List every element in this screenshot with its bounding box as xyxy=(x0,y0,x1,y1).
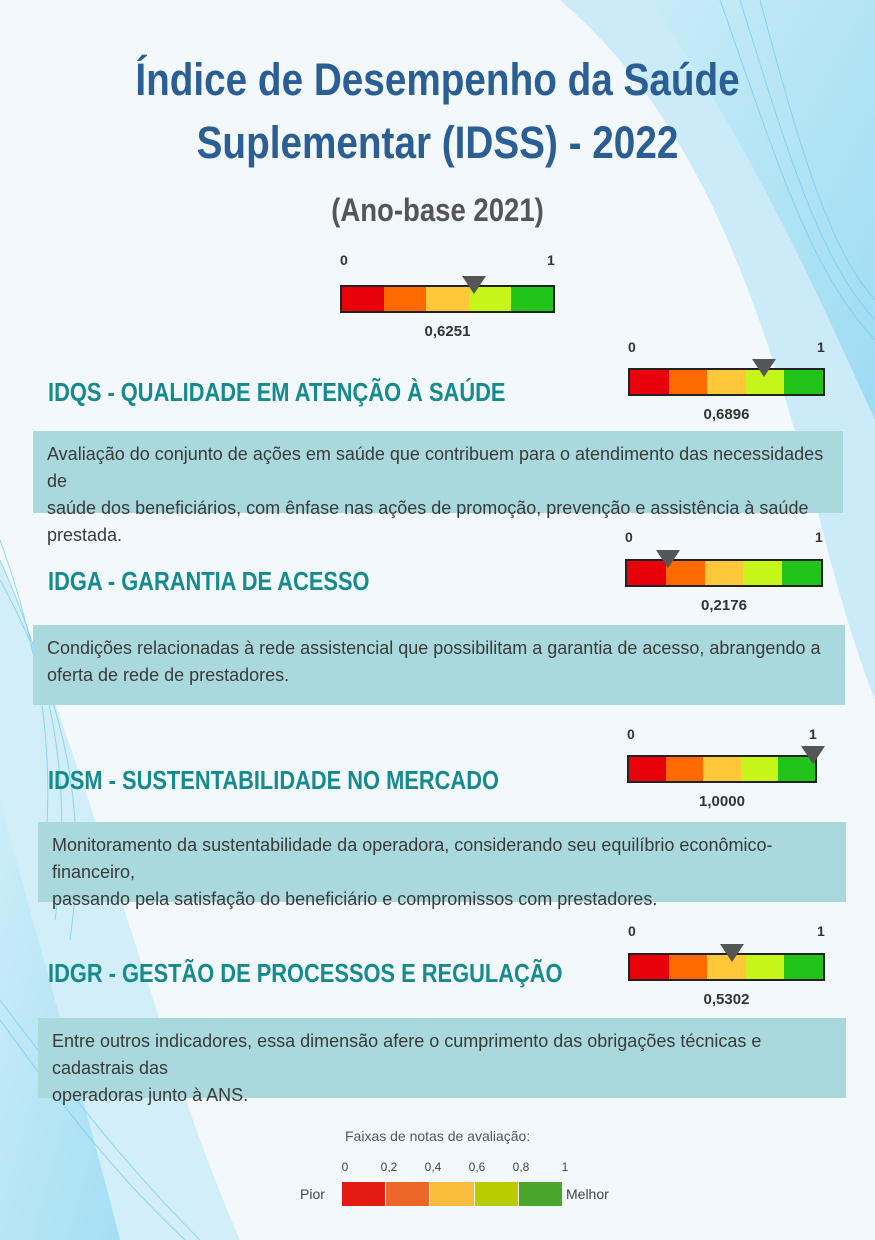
overall-score-value: 0,6251 xyxy=(424,323,471,340)
legend-color-bar xyxy=(342,1182,563,1206)
idsm-gauge-segment xyxy=(740,757,778,781)
idsm-description-line: Monitoramento da sustentabilidade da ope… xyxy=(52,835,773,882)
idgr-description-line: operadoras junto à ANS. xyxy=(52,1085,249,1105)
legend-low-label: Pior xyxy=(300,1186,325,1202)
idga-gauge-min-label: 0 xyxy=(625,529,633,545)
idqs-gauge-segment xyxy=(630,370,669,394)
idga-gauge-segment xyxy=(704,561,744,585)
idsm-description-line: passando pela satisfação do beneficiário… xyxy=(52,889,658,909)
idgr-score-gauge: 0 1 0,5302 xyxy=(628,921,825,1011)
overall-gauge-bar xyxy=(340,285,555,313)
page-title-line-1: Índice de Desempenho da Saúde xyxy=(135,54,740,105)
legend-tick-label: 0,2 xyxy=(380,1160,398,1174)
page-subtitle: (Ano-base 2021) xyxy=(331,192,544,228)
overall-gauge-max-label: 1 xyxy=(547,252,555,268)
idqs-heading: IDQS - QUALIDADE EM ATENÇÃO À SAÚDE xyxy=(48,377,506,407)
idqs-gauge-segment xyxy=(707,370,746,394)
idqs-description-line: Avaliação do conjunto de ações em saúde … xyxy=(47,444,824,491)
idsm-gauge-bar xyxy=(627,755,817,783)
idqs-gauge-marker xyxy=(751,359,776,377)
legend-color-segment xyxy=(518,1182,563,1206)
overall-gauge-min-label: 0 xyxy=(340,252,348,268)
idqs-score-gauge: 0 1 0,6896 xyxy=(628,337,825,427)
idqs-gauge-segment xyxy=(784,370,823,394)
legend-tick-label: 0,6 xyxy=(468,1160,486,1174)
idqs-gauge-bar xyxy=(628,368,825,396)
legend-tick-label: 0 xyxy=(341,1160,349,1174)
idsm-heading: IDSM - SUSTENTABILIDADE NO MERCADO xyxy=(48,765,499,795)
idgr-description-line: Entre outros indicadores, essa dimensão … xyxy=(52,1031,762,1078)
idgr-gauge-min-label: 0 xyxy=(628,923,636,939)
idsm-gauge-segment xyxy=(629,757,667,781)
idgr-gauge-bar xyxy=(628,953,825,981)
idgr-gauge-segment xyxy=(745,955,785,979)
idsm-gauge-segment xyxy=(666,757,704,781)
idsm-description: Monitoramento da sustentabilidade da ope… xyxy=(38,822,846,909)
legend-tick-label: 0,4 xyxy=(424,1160,442,1174)
idgr-gauge-segment xyxy=(784,955,823,979)
idsm-gauge-marker xyxy=(801,746,825,764)
idqs-gauge-max-label: 1 xyxy=(817,339,825,355)
idqs-description: Avaliação do conjunto de ações em saúde … xyxy=(33,431,843,545)
idga-gauge-marker xyxy=(656,550,681,568)
idqs-gauge-min-label: 0 xyxy=(628,339,636,355)
idgr-gauge-segment xyxy=(668,955,708,979)
legend-title: Faixas de notas de avaliação: xyxy=(345,1128,531,1144)
idga-gauge-segment xyxy=(743,561,783,585)
idga-gauge-bar xyxy=(625,559,823,587)
legend-ticks: 0 0,2 0,4 0,6 0,8 1 xyxy=(330,1160,580,1176)
legend-color-segment xyxy=(342,1182,387,1206)
idsm-gauge-min-label: 0 xyxy=(627,726,635,742)
overall-gauge-segment xyxy=(384,287,427,311)
page-title-line-2: Suplementar (IDSS) - 2022 xyxy=(196,117,679,168)
legend-color-segment xyxy=(474,1182,519,1206)
idga-description-line: Condições relacionadas à rede assistenci… xyxy=(47,638,821,658)
legend-color-segment xyxy=(386,1182,431,1206)
overall-gauge-segment xyxy=(342,287,385,311)
idgr-gauge-marker xyxy=(720,944,745,962)
idsm-score-gauge: 0 1 1,0000 xyxy=(627,724,825,814)
overall-gauge-segment xyxy=(426,287,469,311)
idqs-description-line: saúde dos beneficiários, com ênfase nas … xyxy=(47,498,809,545)
idga-gauge-max-label: 1 xyxy=(815,529,823,545)
idgr-heading: IDGR - GESTÃO DE PROCESSOS E REGULAÇÃO xyxy=(48,958,563,988)
idga-heading: IDGA - GARANTIA DE ACESSO xyxy=(48,566,370,596)
overall-gauge-marker xyxy=(462,276,487,294)
overall-gauge-segment xyxy=(510,287,554,311)
idga-score-value: 0,2176 xyxy=(701,597,747,614)
idga-gauge-segment xyxy=(782,561,821,585)
legend-tick-label: 1 xyxy=(561,1160,569,1174)
legend-tick-label: 0,8 xyxy=(512,1160,530,1174)
idsm-score-value: 1,0000 xyxy=(699,793,745,810)
idga-description-line: oferta de rede de prestadores. xyxy=(47,665,290,685)
idga-description: Condições relacionadas à rede assistenci… xyxy=(33,625,845,705)
idgr-description: Entre outros indicadores, essa dimensão … xyxy=(38,1018,846,1105)
legend-high-label: Melhor xyxy=(566,1186,609,1202)
idqs-score-value: 0,6896 xyxy=(703,406,750,423)
idgr-score-value: 0,5302 xyxy=(703,991,750,1008)
overall-score-gauge: 0 1 0,6251 xyxy=(340,250,555,340)
idqs-gauge-segment xyxy=(668,370,708,394)
idgr-gauge-segment xyxy=(630,955,669,979)
idsm-gauge-max-label: 1 xyxy=(809,726,817,742)
legend-color-segment xyxy=(430,1182,475,1206)
idsm-gauge-segment xyxy=(703,757,741,781)
idgr-gauge-max-label: 1 xyxy=(817,923,825,939)
idga-score-gauge: 0 1 0,2176 xyxy=(625,527,823,617)
